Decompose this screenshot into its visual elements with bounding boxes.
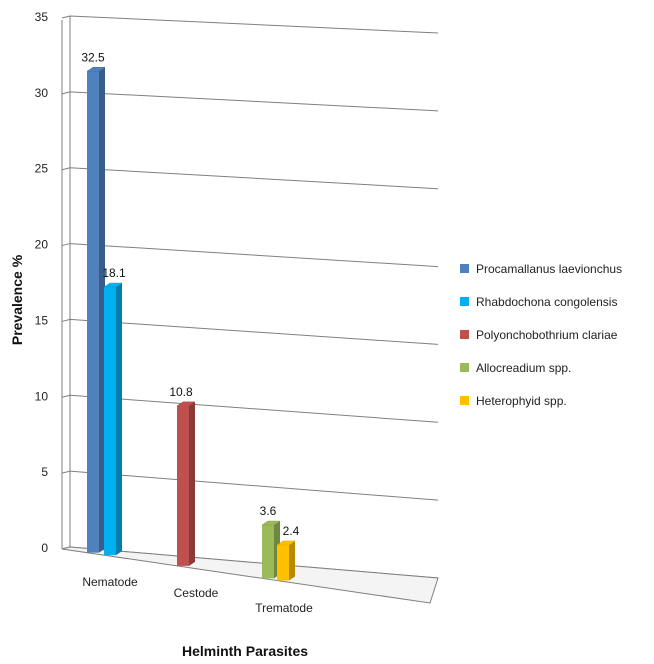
y-axis-title: Prevalence % bbox=[9, 254, 25, 345]
gridline bbox=[61, 167, 439, 190]
y-tick-label: 5 bbox=[41, 465, 48, 479]
legend-label: Rhabdochona congolensis bbox=[476, 295, 617, 309]
data-label: 10.8 bbox=[169, 385, 193, 399]
legend-swatch bbox=[460, 363, 469, 372]
legend-label: Polyonchobothrium clariae bbox=[476, 328, 618, 342]
bar-rhabdochona-congolensis bbox=[103, 282, 123, 556]
y-tick-label: 35 bbox=[35, 10, 49, 24]
y-tick-label: 20 bbox=[35, 238, 49, 252]
y-tick-label: 15 bbox=[35, 313, 49, 327]
legend-entry: Polyonchobothrium clariae bbox=[460, 328, 618, 342]
legend: Procamallanus laevionchus Rhabdochona con… bbox=[460, 262, 622, 408]
category-label: Trematode bbox=[255, 601, 313, 615]
data-label: 32.5 bbox=[81, 50, 105, 64]
category-labels: Nematode Cestode Trematode bbox=[82, 575, 313, 615]
x-axis-title: Helminth Parasites bbox=[182, 643, 308, 659]
data-labels: 32.5 18.1 10.8 3.6 2.4 bbox=[81, 50, 299, 538]
bars bbox=[86, 67, 296, 581]
legend-label: Allocreadium spp. bbox=[476, 361, 571, 375]
data-label: 3.6 bbox=[260, 504, 277, 518]
category-label: Nematode bbox=[82, 575, 138, 589]
y-tick-label: 25 bbox=[35, 162, 49, 176]
gridline bbox=[61, 91, 439, 112]
legend-swatch bbox=[460, 396, 469, 405]
gridline bbox=[61, 15, 439, 34]
bar-polyonchobothrium-clariae bbox=[176, 401, 196, 566]
legend-label: Procamallanus laevionchus bbox=[476, 262, 622, 276]
legend-entry: Allocreadium spp. bbox=[460, 361, 571, 375]
y-tick-label: 0 bbox=[41, 541, 48, 555]
legend-label: Heterophyid spp. bbox=[476, 394, 567, 408]
legend-entry: Rhabdochona congolensis bbox=[460, 295, 617, 309]
floor bbox=[61, 546, 439, 604]
legend-entry: Procamallanus laevionchus bbox=[460, 262, 622, 276]
data-label: 2.4 bbox=[283, 524, 300, 538]
legend-swatch bbox=[460, 264, 469, 273]
bar-heterophyid-spp bbox=[276, 540, 296, 581]
data-label: 18.1 bbox=[102, 266, 126, 280]
axes bbox=[61, 16, 439, 604]
bar-procamallanus-laevionchus bbox=[86, 67, 106, 553]
y-tick-label: 30 bbox=[35, 86, 49, 100]
legend-swatch bbox=[460, 330, 469, 339]
y-tick-label: 10 bbox=[35, 389, 49, 403]
legend-entry: Heterophyid spp. bbox=[460, 394, 567, 408]
y-tick-labels: 0 5 10 15 20 25 30 35 bbox=[35, 10, 49, 555]
category-label: Cestode bbox=[174, 586, 219, 600]
legend-swatch bbox=[460, 297, 469, 306]
gridline bbox=[61, 243, 439, 268]
